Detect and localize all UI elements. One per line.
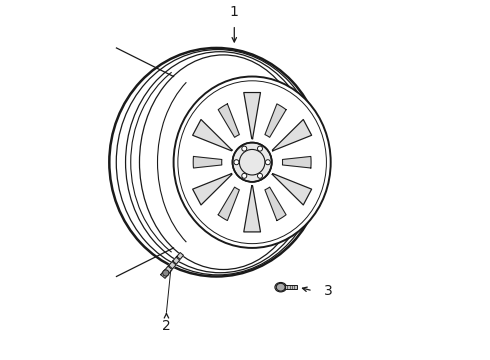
- Polygon shape: [282, 157, 311, 168]
- Text: 2: 2: [162, 319, 171, 333]
- Circle shape: [258, 146, 263, 151]
- Text: 1: 1: [230, 5, 239, 19]
- Polygon shape: [265, 104, 286, 137]
- Polygon shape: [165, 266, 172, 274]
- Circle shape: [242, 146, 247, 151]
- Ellipse shape: [275, 283, 287, 292]
- Bar: [285, 285, 296, 289]
- Polygon shape: [272, 174, 312, 205]
- Circle shape: [163, 270, 169, 276]
- Ellipse shape: [276, 283, 285, 291]
- Text: 3: 3: [323, 284, 332, 298]
- Polygon shape: [218, 187, 239, 221]
- Polygon shape: [177, 252, 183, 259]
- Ellipse shape: [232, 143, 272, 182]
- Circle shape: [242, 173, 247, 178]
- Circle shape: [266, 160, 270, 165]
- Polygon shape: [265, 187, 286, 221]
- Polygon shape: [169, 262, 176, 269]
- Polygon shape: [193, 120, 232, 151]
- Polygon shape: [161, 271, 169, 278]
- Polygon shape: [244, 93, 261, 139]
- Polygon shape: [272, 120, 312, 151]
- Polygon shape: [193, 174, 232, 205]
- Polygon shape: [218, 104, 239, 137]
- Polygon shape: [193, 157, 222, 168]
- Circle shape: [258, 173, 263, 178]
- Ellipse shape: [173, 77, 331, 248]
- Circle shape: [234, 160, 239, 165]
- Polygon shape: [173, 257, 180, 264]
- Polygon shape: [244, 186, 261, 232]
